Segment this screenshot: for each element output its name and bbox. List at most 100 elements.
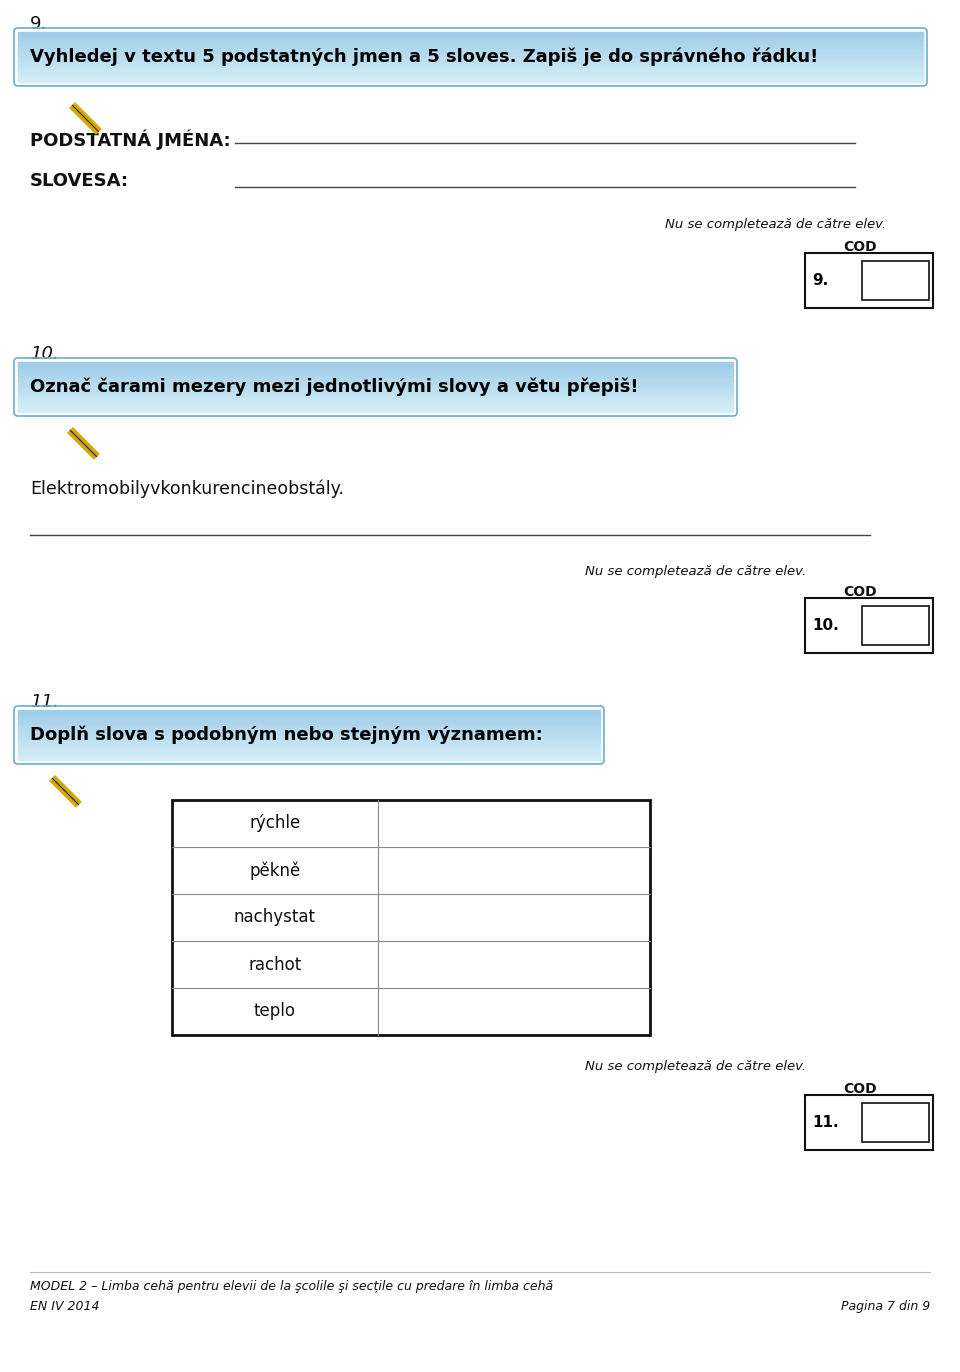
Bar	[18, 726, 600, 727]
Bar	[18, 745, 600, 746]
Bar	[18, 395, 733, 397]
Bar	[18, 364, 733, 366]
Bar	[18, 390, 733, 391]
Bar	[18, 80, 923, 82]
Bar	[18, 60, 923, 62]
Bar	[18, 365, 733, 366]
Bar	[18, 366, 733, 368]
Text: PODSTATNÁ JMÉNA:: PODSTATNÁ JMÉNA:	[30, 130, 230, 151]
Bar	[18, 737, 600, 738]
Bar	[18, 394, 733, 395]
Bar	[18, 399, 733, 401]
Bar	[18, 381, 733, 383]
Bar	[18, 56, 923, 58]
Bar	[18, 730, 600, 731]
Bar	[18, 719, 600, 720]
Bar	[18, 384, 733, 386]
Bar	[18, 723, 600, 724]
Bar	[18, 383, 733, 384]
Bar	[18, 377, 733, 380]
Text: 11.: 11.	[812, 1115, 839, 1131]
Bar	[18, 41, 923, 44]
Bar	[18, 74, 923, 75]
Bar	[18, 744, 600, 745]
Bar	[18, 62, 923, 63]
Bar	[18, 379, 733, 381]
Text: 9.: 9.	[812, 273, 828, 288]
Bar	[18, 735, 600, 738]
Bar	[18, 369, 733, 370]
Bar	[18, 746, 600, 748]
Bar	[18, 715, 600, 716]
Bar	[18, 63, 923, 64]
Text: MODEL 2 – Limba cehă pentru elevii de la şcolile şi secțile cu predare în limba : MODEL 2 – Limba cehă pentru elevii de la…	[30, 1280, 553, 1292]
Bar	[18, 407, 733, 409]
Bar	[18, 368, 733, 369]
Bar	[18, 38, 923, 40]
Bar	[18, 80, 923, 81]
Bar	[18, 755, 600, 756]
Bar	[18, 398, 733, 399]
Bar	[18, 392, 733, 395]
Bar	[18, 375, 733, 376]
Bar	[18, 738, 600, 740]
Text: 11.: 11.	[30, 693, 59, 711]
Bar	[18, 752, 600, 753]
Bar	[18, 731, 600, 733]
Bar	[18, 729, 600, 730]
Bar	[18, 45, 923, 47]
Bar	[18, 33, 923, 34]
Text: Doplň slova s podobným nebo stejným významem:: Doplň slova s podobným nebo stejným význ…	[30, 726, 542, 744]
Bar	[18, 52, 923, 54]
Bar	[862, 605, 929, 645]
Bar	[18, 742, 600, 744]
Text: nachystat: nachystat	[234, 908, 316, 926]
Text: COD: COD	[843, 1083, 876, 1096]
Bar	[18, 409, 733, 410]
Bar	[18, 55, 923, 58]
Bar	[805, 252, 933, 307]
Bar	[18, 67, 923, 70]
Text: EN IV 2014: EN IV 2014	[30, 1301, 100, 1313]
Text: pěkně: pěkně	[250, 862, 300, 879]
Bar	[18, 380, 733, 381]
Bar	[18, 370, 733, 372]
Bar	[18, 405, 733, 407]
Bar	[18, 44, 923, 45]
Bar	[18, 709, 600, 711]
Bar	[18, 372, 733, 373]
Bar	[805, 1095, 933, 1150]
Bar	[18, 733, 600, 735]
Bar	[18, 741, 600, 742]
Bar	[18, 387, 733, 388]
Bar	[18, 73, 923, 74]
Bar	[18, 749, 600, 752]
Bar	[18, 49, 923, 51]
Bar	[18, 43, 923, 44]
Bar	[18, 32, 923, 33]
Bar	[18, 402, 733, 403]
Bar	[18, 718, 600, 719]
Bar	[18, 748, 600, 750]
Bar	[18, 753, 600, 755]
Bar	[18, 720, 600, 723]
Bar	[18, 37, 923, 38]
Bar	[18, 71, 923, 73]
Bar	[18, 397, 733, 398]
Text: Elektromobilyvkonkurencineobstály.: Elektromobilyvkonkurencineobstály.	[30, 480, 344, 498]
Text: Pagina 7 din 9: Pagina 7 din 9	[841, 1301, 930, 1313]
Bar	[172, 800, 650, 1034]
Bar	[18, 58, 923, 59]
Bar	[18, 733, 600, 734]
Bar	[18, 48, 923, 49]
Bar	[18, 386, 733, 387]
Bar	[18, 362, 733, 365]
Bar	[18, 759, 600, 760]
Text: Označ čarami mezery mezi jednotlivými slovy a větu přepiš!: Označ čarami mezery mezi jednotlivými sl…	[30, 377, 638, 397]
Bar	[18, 403, 733, 405]
Bar	[18, 388, 733, 390]
Bar	[18, 722, 600, 724]
Text: 10.: 10.	[812, 617, 839, 632]
Bar	[18, 376, 733, 379]
Text: teplo: teplo	[253, 1003, 296, 1021]
